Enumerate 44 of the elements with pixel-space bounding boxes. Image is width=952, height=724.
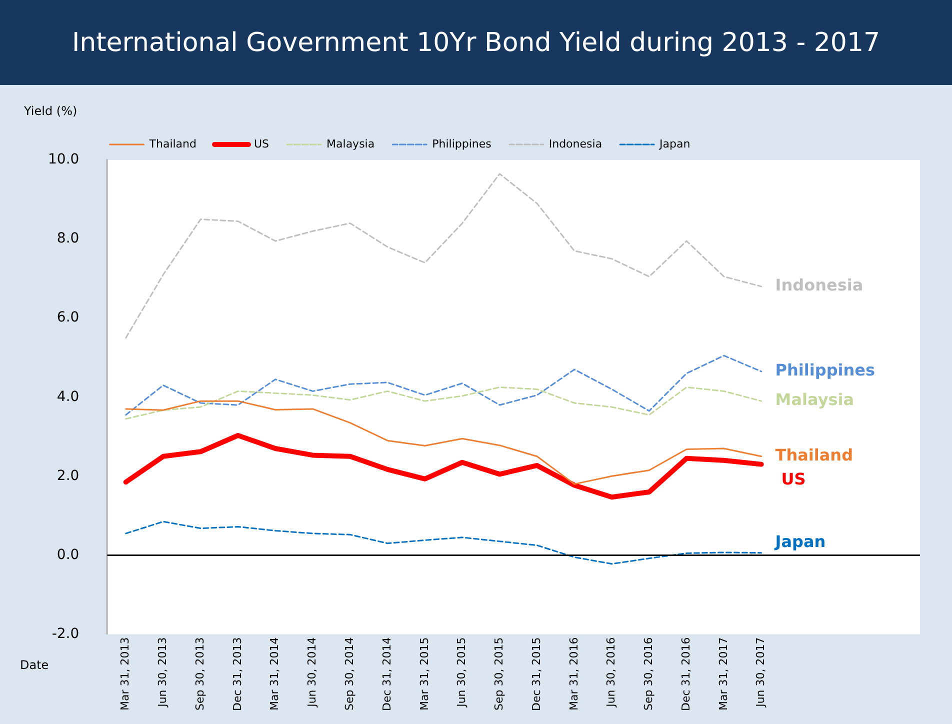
line-series	[125, 173, 762, 339]
y-axis-title: Yield (%)	[23, 104, 78, 118]
text: Indonesia	[775, 276, 864, 295]
y-tick-label: -2.0	[52, 626, 80, 642]
line-series	[125, 520, 762, 565]
x-tick-label: Sep 30, 2013	[193, 637, 206, 710]
legend-label: Philippines	[432, 137, 492, 150]
x-tick-label: Mar 31, 2014	[268, 637, 282, 710]
y-tick-label: 8.0	[56, 230, 80, 247]
x-tick-label: Sep 30, 2016	[642, 637, 656, 710]
y-tick-label: 6.0	[56, 310, 80, 326]
chart-title: International Government 10Yr Bond Yield during 2013 - 2017	[72, 28, 880, 58]
x-tick-label: Jun 30, 2015	[455, 637, 468, 708]
y-tick-label: 10.0	[48, 152, 80, 168]
legend-label: Malaysia	[326, 137, 375, 150]
text: US	[781, 469, 806, 488]
x-tick-label: Mar 31, 2016	[567, 637, 580, 710]
y-tick-label: 2.0	[56, 468, 80, 484]
text: Japan	[775, 532, 826, 551]
x-tick-label: Dec 31, 2015	[530, 637, 543, 712]
y-tick-label: 4.0	[56, 388, 80, 405]
text: Malaysia	[775, 390, 854, 410]
x-tick-label: Jun 30, 2016	[604, 637, 618, 708]
x-tick-label: Sep 30, 2014	[342, 637, 356, 710]
text: Thailand	[775, 446, 854, 465]
x-tick-label: Jun 30, 2014	[306, 637, 319, 708]
x-tick-label: Jun 30, 2013	[156, 637, 170, 708]
legend-label: US	[254, 137, 270, 150]
x-tick-label: Jun 30, 2017	[754, 637, 768, 708]
x-tick-label: Sep 30, 2015	[492, 637, 506, 710]
x-tick-label: Dec 31, 2013	[230, 637, 244, 712]
x-tick-label: Mar 31, 2013	[118, 637, 132, 710]
x-axis-title: Date	[20, 658, 49, 672]
line-series	[125, 354, 762, 416]
text: Philippines	[775, 360, 876, 380]
x-tick-label: Mar 31, 2015	[418, 637, 431, 710]
y-tick-label: 0.0	[56, 546, 80, 563]
x-tick-label: Dec 31, 2016	[679, 637, 692, 712]
line-series	[125, 386, 762, 420]
x-tick-label: Dec 31, 2014	[380, 637, 394, 712]
legend-label: Japan	[658, 137, 690, 150]
x-tick-label: Mar 31, 2017	[716, 637, 730, 710]
legend-label: Indonesia	[548, 137, 602, 150]
legend-label: Thailand	[148, 137, 197, 150]
